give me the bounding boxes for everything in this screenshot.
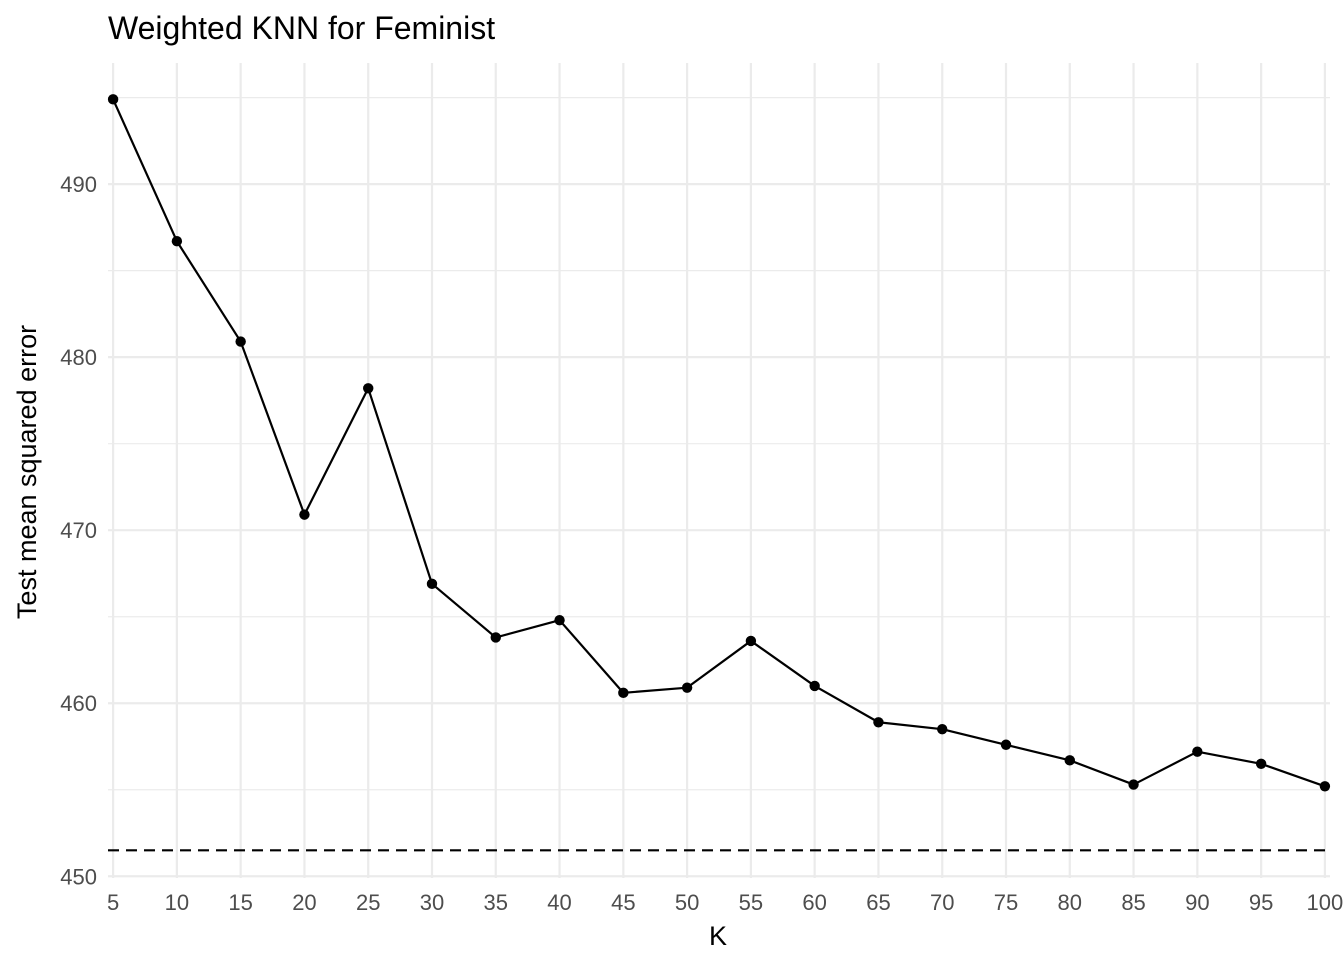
data-point: [809, 680, 820, 692]
x-tick-label: 100: [1307, 890, 1344, 915]
data-point: [490, 632, 501, 643]
data-point: [1064, 755, 1075, 766]
y-tick-label: 480: [60, 345, 97, 370]
x-tick-label: 60: [802, 890, 826, 915]
x-tick-label: 20: [292, 890, 316, 915]
series-group: [107, 94, 1331, 792]
x-tick-label: 30: [420, 890, 444, 915]
x-tick-label: 40: [547, 890, 571, 915]
x-tick-label: 85: [1121, 890, 1145, 915]
data-point: [873, 717, 884, 728]
y-tick-label: 490: [60, 172, 97, 197]
series-line: [112, 98, 1326, 788]
chart-title: Weighted KNN for Feminist: [108, 10, 495, 46]
y-tick-label: 460: [60, 691, 97, 716]
y-tick-label: 450: [60, 864, 97, 889]
x-axis-title: K: [709, 921, 727, 951]
data-point: [1319, 781, 1331, 792]
x-tick-label: 65: [866, 890, 890, 915]
x-tick-label: 70: [930, 890, 954, 915]
data-point: [299, 509, 310, 520]
x-tick-label: 5: [107, 890, 119, 915]
data-point: [426, 578, 438, 590]
x-tick-label: 25: [356, 890, 380, 915]
data-point: [618, 687, 629, 699]
data-point: [745, 635, 757, 647]
x-tick-label: 90: [1185, 890, 1209, 915]
y-tick-label: 470: [60, 518, 97, 543]
grid: [108, 63, 1330, 878]
x-tick-label: 10: [165, 890, 189, 915]
data-point: [1128, 779, 1139, 790]
x-tick-label: 35: [484, 890, 508, 915]
data-point: [681, 682, 693, 693]
data-point: [1192, 746, 1203, 757]
x-tick-label: 95: [1249, 890, 1273, 915]
x-tick-label: 15: [228, 890, 252, 915]
x-tick-label: 75: [994, 890, 1018, 915]
data-point: [363, 383, 374, 394]
x-axis-ticks: 5 10 15 20 25 30 35 40 45 50 55 60 65 70 75 80 85 90 95 100: [107, 890, 1343, 915]
y-axis-ticks: 450 460 470 480 490: [60, 172, 97, 889]
data-point: [1255, 758, 1267, 769]
data-point: [107, 94, 119, 105]
data-point: [171, 236, 183, 247]
x-tick-label: 80: [1058, 890, 1082, 915]
data-point: [937, 723, 948, 735]
x-tick-label: 45: [611, 890, 635, 915]
y-axis-title: Test mean squared error: [12, 325, 42, 619]
data-point: [1000, 739, 1012, 750]
data-point: [554, 614, 565, 626]
data-point: [235, 336, 246, 347]
x-tick-label: 50: [675, 890, 699, 915]
x-tick-label: 55: [739, 890, 763, 915]
